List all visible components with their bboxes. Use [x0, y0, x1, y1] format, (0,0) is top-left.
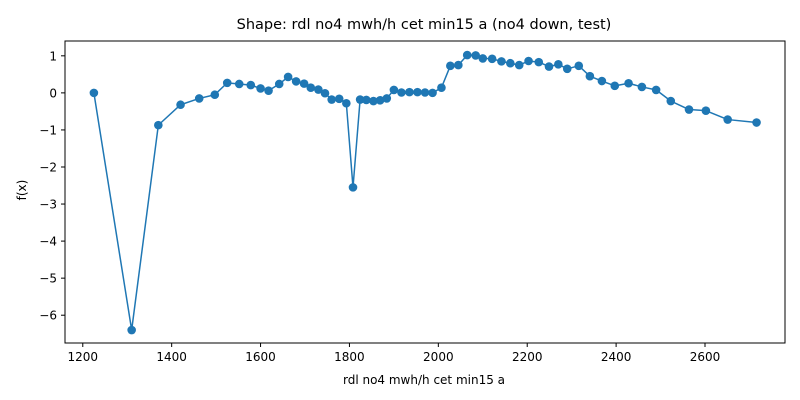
data-point [701, 106, 711, 115]
data-point [554, 60, 563, 69]
data-point [256, 84, 265, 93]
axes-frame [64, 40, 786, 344]
data-point [274, 79, 284, 89]
data-point [562, 64, 572, 74]
data-point [299, 79, 309, 88]
x-tick-label: 1200 [68, 350, 99, 364]
data-point [624, 78, 633, 88]
data-point [597, 76, 607, 86]
data-point [454, 60, 463, 70]
data-point [684, 105, 694, 114]
x-tick-label: 1600 [245, 350, 276, 364]
data-point [413, 87, 422, 97]
data-point [478, 54, 488, 63]
x-tick-label: 1400 [156, 350, 187, 364]
data-point [375, 95, 385, 105]
y-axis-label: f(x) [15, 180, 29, 201]
data-point [506, 58, 515, 68]
data-point [362, 95, 371, 105]
plot-area: 1200 1400 1600 1800 2000 2200 2400 2600 1 0 −1 −2 −3… [39, 40, 786, 364]
data-point [405, 87, 414, 97]
y-tick-label: 0 [49, 86, 57, 100]
data-point [264, 86, 273, 95]
data-point [234, 79, 244, 89]
data-point [514, 60, 524, 70]
data-point [355, 95, 365, 104]
y-tick-label: −2 [39, 160, 57, 174]
data-point [666, 96, 676, 106]
data-point [497, 57, 506, 66]
x-tick-label: 2400 [601, 350, 632, 364]
data-point [389, 85, 399, 95]
data-point [585, 71, 595, 81]
y-tick-label: −3 [39, 198, 57, 212]
data-point [283, 72, 293, 82]
data-point [637, 82, 647, 92]
data-point [246, 80, 256, 90]
data-point [420, 88, 430, 97]
data-point [487, 54, 497, 64]
x-tick-label: 2000 [423, 350, 454, 364]
data-point [327, 95, 336, 104]
data-point [176, 100, 185, 110]
data-point [369, 96, 378, 106]
y-tick-label: 1 [49, 49, 57, 63]
data-point [397, 88, 406, 97]
data-point [210, 90, 220, 100]
data-point [127, 325, 136, 335]
data-point [723, 115, 732, 124]
data-point [314, 85, 323, 94]
data-point [382, 94, 392, 103]
data-point [348, 183, 358, 192]
data-point [222, 78, 232, 88]
data-point [752, 118, 761, 127]
data-point [342, 98, 351, 108]
x-tick-label: 2600 [690, 350, 721, 364]
data-point [437, 83, 446, 92]
data-point [89, 88, 99, 98]
data-point [428, 88, 437, 98]
data-point [334, 94, 344, 104]
x-tick-label: 1800 [334, 350, 365, 364]
data-point [291, 77, 301, 86]
data-point [610, 81, 620, 91]
data-point [544, 62, 554, 71]
data-point [574, 61, 584, 71]
y-tick-label: −6 [39, 309, 57, 323]
data-point [524, 56, 533, 66]
y-tick-label: −5 [39, 272, 57, 286]
data-point [446, 61, 455, 71]
data-point [306, 83, 316, 92]
y-tick-label: −1 [39, 123, 57, 137]
data-point [471, 51, 480, 60]
chart-title: Shape: rdl no4 mwh/h cet min15 a (no4 do… [237, 17, 612, 33]
x-tick-label: 2200 [512, 350, 543, 364]
data-point [462, 50, 472, 60]
y-tick-label: −4 [39, 235, 57, 249]
data-point [320, 88, 330, 98]
data-point [194, 94, 204, 103]
data-point [534, 57, 544, 67]
x-axis-label: rdl no4 mwh/h cet min15 a [343, 373, 505, 387]
data-point [651, 85, 661, 95]
data-point [154, 120, 163, 130]
